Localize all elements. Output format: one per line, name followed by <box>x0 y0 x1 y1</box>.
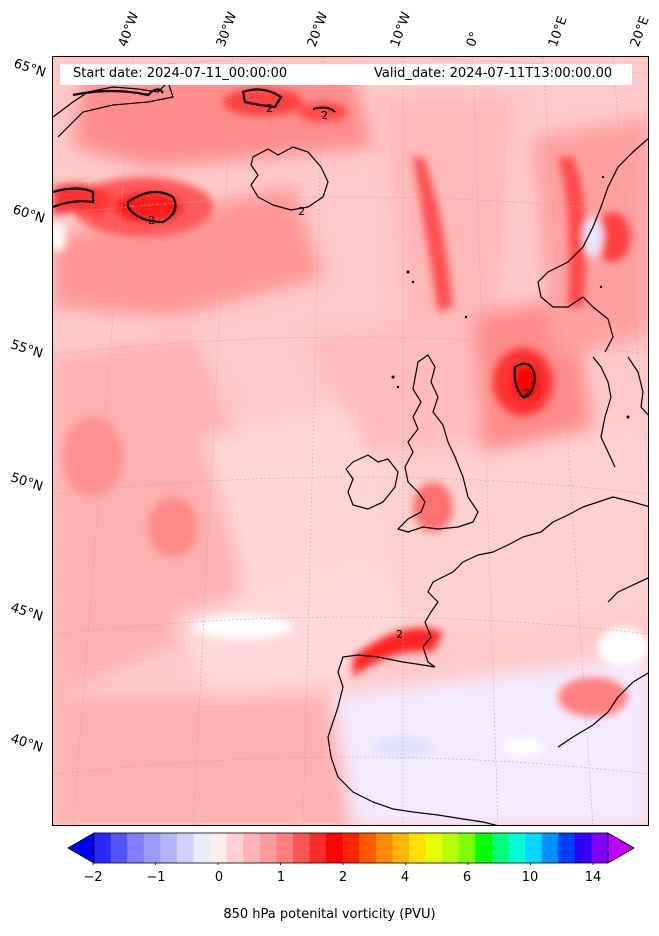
colorbar-cell <box>94 833 112 863</box>
biscay-coast <box>327 654 436 758</box>
colorbar <box>67 832 635 865</box>
contour-labels: 2 2 2 2 2 2 <box>148 102 530 641</box>
colorbar-cell <box>541 833 559 863</box>
contour-label: 2 <box>523 387 530 400</box>
colorbar-tick-label: 0 <box>214 870 224 885</box>
colorbar-tick-label: 4 <box>400 870 410 885</box>
colorbar-cell <box>243 833 261 863</box>
colorbar-cell <box>176 833 194 863</box>
colorbar-cell <box>193 833 211 863</box>
iceland-coast <box>250 146 329 211</box>
lon-label: 10°W <box>387 10 415 49</box>
colorbar-tick-label: −1 <box>146 870 166 885</box>
lat-label: 55°N <box>8 337 45 362</box>
graticule <box>53 57 648 825</box>
colorbar-tick-label: −2 <box>83 870 103 885</box>
lat-label: 45°N <box>8 600 45 625</box>
iberia-south-coast <box>330 756 498 825</box>
lon-label: 30°W <box>213 10 241 49</box>
alps-coast <box>607 577 648 603</box>
colorbar-cell <box>160 833 178 863</box>
colorbar-cell <box>210 833 228 863</box>
colorbar-extend-max <box>607 832 635 864</box>
islands <box>391 175 630 419</box>
colorbar-cell <box>458 833 476 863</box>
colorbar-cell <box>309 833 327 863</box>
ireland-coast <box>345 454 399 510</box>
colorbar-frame <box>93 832 609 864</box>
lat-label: 40°N <box>8 731 45 756</box>
colorbar-cell <box>525 833 543 863</box>
colorbar-cell <box>591 833 609 863</box>
colorbar-cell <box>442 833 460 863</box>
baltic-coast <box>627 356 648 416</box>
colorbar-cell <box>292 833 311 863</box>
contour-label: 2 <box>396 628 403 641</box>
scandinavia-coast <box>537 137 648 353</box>
colorbar-cell <box>127 833 145 863</box>
colorbar-tick-label: 2 <box>338 870 348 885</box>
colorbar-cell <box>342 833 360 863</box>
colorbar-tick-marks <box>92 863 594 865</box>
colorbar-cell <box>326 833 344 863</box>
lon-label: 20°W <box>304 10 332 49</box>
lon-label: 0° <box>463 29 484 49</box>
colorbar-cell <box>359 833 377 863</box>
colorbar-tick-label: 1 <box>276 870 286 885</box>
contour-label: 2 <box>298 205 305 218</box>
colorbar-cell <box>409 833 427 863</box>
map-panel: 2 2 2 2 2 2 <box>52 56 649 826</box>
lat-label: 60°N <box>10 202 47 227</box>
colorbar-cell <box>259 833 277 863</box>
colorbar-extend-min <box>67 832 95 864</box>
lat-label: 65°N <box>11 56 48 81</box>
lon-label: 40°W <box>115 10 143 49</box>
colorbar-cell <box>425 833 443 863</box>
continent-coast <box>422 496 648 668</box>
colorbar-cell <box>110 833 128 863</box>
colorbar-cell <box>574 833 592 863</box>
colorbar-tick-label: 10 <box>521 870 539 885</box>
colorbar-cell <box>508 833 526 863</box>
colorbar-cells <box>67 832 635 864</box>
colorbar-tick-label: 14 <box>584 870 602 885</box>
title-bar <box>60 64 632 85</box>
pv-map: 2 2 2 2 2 2 <box>53 57 648 825</box>
colorbar-cell <box>143 833 161 863</box>
lon-label: 10°E <box>545 14 571 50</box>
valid-date-label: Valid_date: 2024-07-11T13:00:00.00 <box>374 66 613 81</box>
start-date-label: Start date: 2024-07-11_00:00:00 <box>73 66 288 81</box>
pv-field-features <box>53 88 648 757</box>
colorbar-cell <box>276 833 294 863</box>
colorbar-cell <box>475 833 493 863</box>
lon-label: 20°E <box>627 14 653 50</box>
contour-label: 2 <box>266 102 273 115</box>
colorbar-cell <box>558 833 576 863</box>
contour-label: 2 <box>321 109 328 122</box>
coastlines <box>53 81 648 825</box>
colorbar-cell <box>392 833 410 863</box>
great-britain-coast <box>397 354 479 533</box>
colorbar-cell <box>226 833 244 863</box>
contour-label: 2 <box>148 214 155 227</box>
colorbar-tick-label: 6 <box>462 870 472 885</box>
med-coast <box>557 672 648 748</box>
colorbar-label: 850 hPa potenital vorticity (PVU) <box>223 907 436 922</box>
denmark-coast <box>592 356 616 468</box>
colorbar-cell <box>375 833 393 863</box>
colorbar-cell <box>491 833 510 863</box>
lat-label: 50°N <box>8 470 45 495</box>
